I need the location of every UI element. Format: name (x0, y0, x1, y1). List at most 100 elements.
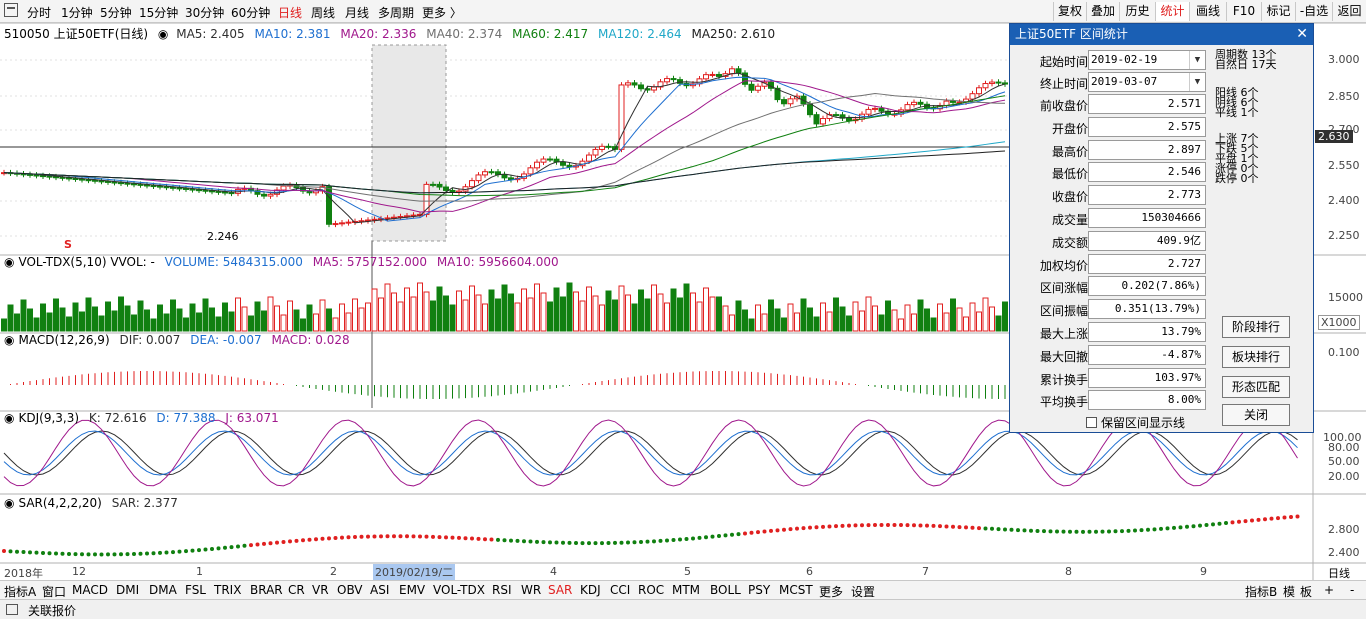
tab-roc[interactable]: ROC (638, 583, 665, 597)
draw-button[interactable]: 画线 (1189, 2, 1226, 21)
mark-button[interactable]: 标记 (1261, 2, 1295, 21)
sar-dot (210, 546, 214, 551)
period-tab-30min[interactable]: 30分钟 (185, 6, 225, 20)
tab-dma[interactable]: DMA (149, 583, 177, 597)
tab-boll[interactable]: BOLL (710, 583, 741, 597)
close-button[interactable]: 关闭 (1222, 404, 1290, 426)
start-date-select[interactable]: 2019-02-19 ▼ (1088, 50, 1206, 70)
tab-window[interactable]: 窗口 (42, 585, 67, 599)
chevron-down-icon[interactable]: ▼ (1189, 51, 1205, 69)
candle-body (124, 182, 131, 185)
sar-dot (814, 525, 819, 530)
tab-mcst[interactable]: MCST (779, 583, 813, 597)
tab-fsl[interactable]: FSL (185, 583, 206, 597)
sector-rank-button[interactable]: 板块排行 (1222, 346, 1290, 368)
sar-dot (931, 523, 936, 528)
back-button[interactable]: 返回 (1332, 2, 1366, 21)
period-tab-daily[interactable]: 日线 (278, 6, 303, 20)
start-time-label: 起始时间 (1039, 55, 1088, 69)
sar-dot (652, 539, 656, 544)
candle-body (670, 78, 677, 81)
tab-sar[interactable]: SAR (548, 583, 573, 597)
tab-more[interactable]: 更多 (819, 585, 844, 599)
tab-mtm[interactable]: MTM (672, 583, 701, 597)
period-tab-more[interactable]: 更多 〉 (422, 6, 462, 20)
period-tab-60min[interactable]: 60分钟 (231, 6, 271, 20)
tab-vol-tdx[interactable]: VOL-TDX (433, 583, 485, 597)
tab-dmi[interactable]: DMI (116, 583, 140, 597)
tab-template[interactable]: 模 (1283, 585, 1296, 599)
overlay-button[interactable]: 叠加 (1086, 2, 1119, 21)
tab-obv[interactable]: OBV (337, 583, 363, 597)
keep-interval-lines-checkbox[interactable]: 保留区间显示线 (1086, 414, 1185, 431)
sar-dot (1139, 528, 1144, 533)
candle-body (196, 189, 202, 192)
linked-quote-label[interactable]: 关联报价 (28, 604, 77, 618)
period-tab-weekly[interactable]: 周线 (311, 6, 336, 20)
close-icon[interactable]: ✕ (1296, 26, 1308, 42)
checkbox-icon[interactable] (1086, 417, 1097, 428)
period-tab-monthly[interactable]: 月线 (345, 6, 370, 20)
history-button[interactable]: 历史 (1119, 2, 1155, 21)
tab-psy[interactable]: PSY (748, 583, 771, 597)
stats-button[interactable]: 统计 (1155, 2, 1189, 21)
tab-asi[interactable]: ASI (370, 583, 390, 597)
tab-indicator-b[interactable]: 指标B (1245, 585, 1278, 599)
volume-bar (969, 302, 976, 332)
sar-dot (418, 534, 422, 539)
chevron-down-icon[interactable]: ▼ (1189, 73, 1205, 91)
fuquan-button[interactable]: 复权 (1053, 2, 1086, 21)
stat-line: 阴线 6个 (1215, 96, 1259, 109)
volume-bar (937, 303, 943, 332)
candle-body (339, 222, 345, 225)
period-tab-1min[interactable]: 1分钟 (61, 6, 93, 20)
tab-board[interactable]: 板 (1300, 585, 1313, 599)
period-tab-5min[interactable]: 5分钟 (100, 6, 132, 20)
tab-cr[interactable]: CR (288, 583, 305, 597)
zoom-in-button[interactable]: + (1324, 583, 1335, 597)
period-tab-multi[interactable]: 多周期 (378, 6, 415, 20)
end-date-select[interactable]: 2019-03-07 ▼ (1088, 72, 1206, 92)
tab-rsi[interactable]: RSI (492, 583, 512, 597)
tab-trix[interactable]: TRIX (214, 583, 242, 597)
volume-bar (144, 309, 150, 332)
sar-dot (353, 535, 357, 540)
tab-settings[interactable]: 设置 (851, 585, 876, 599)
tab-emv[interactable]: EMV (399, 583, 426, 597)
sar-dot (1126, 528, 1131, 533)
period-tab-fenshi[interactable]: 分时 (27, 6, 52, 20)
candle-body (820, 118, 826, 125)
candle-body (872, 107, 878, 110)
y-tick: 2.250 (1328, 229, 1360, 242)
volume-bar (690, 292, 696, 332)
sar-dot (1295, 514, 1300, 519)
sar-dot (463, 536, 468, 541)
tab-indicator-a[interactable]: 指标A (4, 585, 37, 599)
tab-macd[interactable]: MACD (72, 583, 108, 597)
menu-icon[interactable] (4, 3, 18, 17)
dialog-title-bar[interactable]: 上证50ETF 区间统计 ✕ (1010, 24, 1313, 45)
tab-brar[interactable]: BRAR (250, 583, 283, 597)
sar-dot (1289, 515, 1293, 520)
volume-bar (826, 311, 833, 332)
tab-vr[interactable]: VR (312, 583, 329, 597)
window-icon[interactable] (6, 604, 18, 615)
stage-rank-button[interactable]: 阶段排行 (1222, 316, 1290, 338)
tab-wr[interactable]: WR (521, 583, 542, 597)
x-label: 12 (72, 565, 86, 578)
tab-kdj[interactable]: KDJ (580, 583, 601, 597)
volume-bar (683, 283, 690, 332)
f10-button[interactable]: F10 (1226, 2, 1261, 21)
zoom-out-button[interactable]: - (1350, 583, 1355, 597)
sar-dot (840, 523, 845, 528)
sar-dot (1198, 523, 1202, 528)
ma-line (3, 76, 1006, 222)
pattern-match-button[interactable]: 形态匹配 (1222, 376, 1290, 398)
volume-bar (553, 287, 560, 332)
watchlist-button[interactable]: -自选 (1295, 2, 1332, 21)
period-tab-15min[interactable]: 15分钟 (139, 6, 179, 20)
volume-bar (735, 300, 742, 332)
sar-dot (860, 523, 864, 528)
sar-dot (684, 536, 689, 541)
tab-cci[interactable]: CCI (610, 583, 631, 597)
